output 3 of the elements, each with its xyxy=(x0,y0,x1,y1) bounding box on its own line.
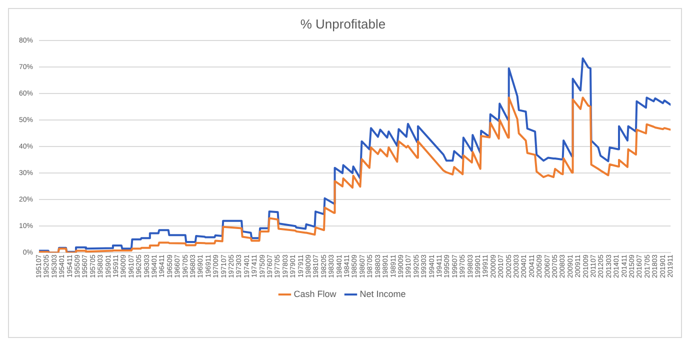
legend-label: Net Income xyxy=(360,288,406,299)
legend-label: Cash Flow xyxy=(294,288,337,299)
chart-title: % Unprofitable xyxy=(300,16,386,32)
